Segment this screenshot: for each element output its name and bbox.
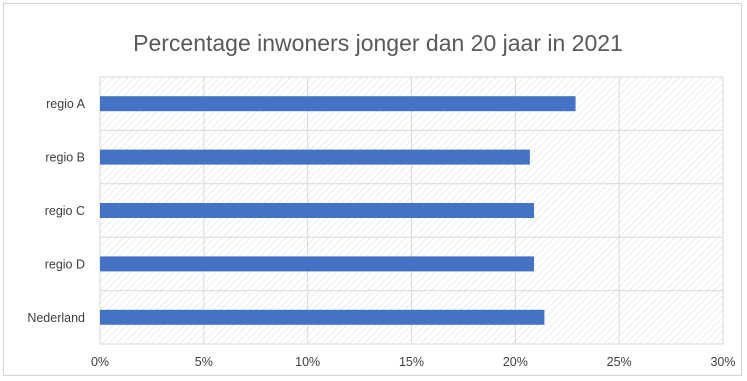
bar (100, 149, 530, 165)
category-label: regio C (45, 204, 85, 218)
x-tick-label: 30% (710, 355, 735, 369)
x-tick-label: 0% (91, 355, 109, 369)
x-tick-label: 15% (399, 355, 424, 369)
x-tick-label: 25% (607, 355, 632, 369)
bars (100, 96, 576, 325)
x-tick-label: 5% (195, 355, 213, 369)
x-tick-labels: 0% 5% 10% 15% 20% 25% 30% (91, 355, 736, 369)
category-label: regio D (45, 257, 85, 271)
bar (100, 256, 535, 272)
bar (100, 96, 576, 112)
category-label: regio A (46, 97, 86, 111)
gridlines (99, 76, 724, 345)
chart-title: Percentage inwoners jonger dan 20 jaar i… (133, 30, 623, 56)
x-tick-label: 20% (503, 355, 528, 369)
bar (100, 203, 535, 218)
x-tick-label: 10% (295, 355, 320, 369)
category-labels: regio A regio B regio C regio D Nederland (27, 97, 85, 325)
category-label: Nederland (27, 311, 85, 325)
category-label: regio B (45, 151, 85, 165)
bar (100, 309, 545, 325)
